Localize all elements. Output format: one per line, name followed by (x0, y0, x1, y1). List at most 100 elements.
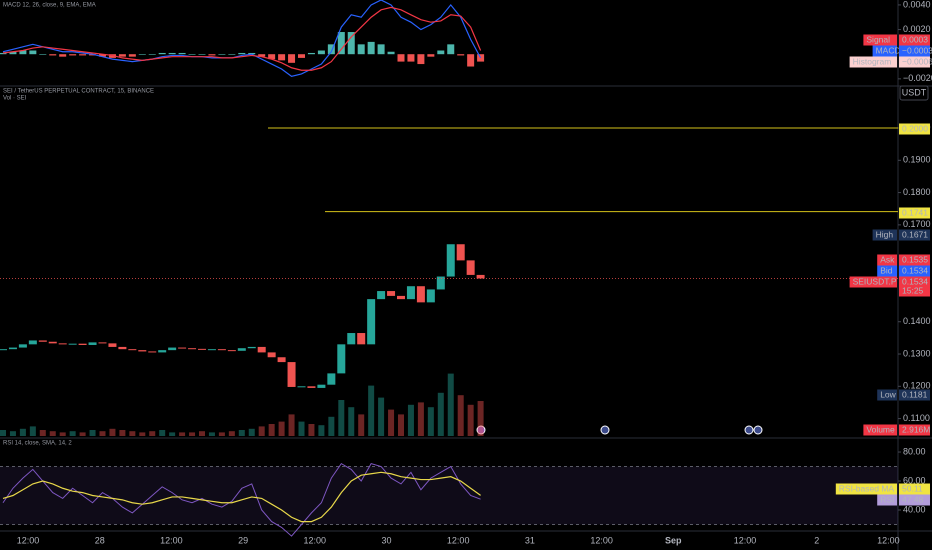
candle-body (406, 286, 415, 300)
y-tick-label: 0.1700 (903, 219, 931, 229)
y-tick-label: 40.00 (903, 504, 926, 514)
tag-name-box (849, 276, 897, 288)
macd-histogram-bar (208, 54, 216, 56)
candle-body (217, 349, 226, 351)
x-tick-label: 12:00 (590, 535, 613, 545)
tag-extra: 15:25 (902, 285, 924, 295)
macd-histogram-bar (228, 54, 236, 55)
tag-name: Signal (866, 34, 890, 44)
x-tick-label: 12:00 (17, 535, 40, 545)
candle-body (367, 299, 376, 345)
macd-histogram-bar (29, 50, 37, 55)
candle-body (108, 343, 117, 347)
volume-bar (218, 432, 225, 436)
volume-title: Vol · SEI (3, 96, 27, 102)
macd-histogram-bar (268, 54, 276, 60)
x-tick-label: 12:00 (160, 535, 183, 545)
candle-body (377, 291, 386, 300)
tag-name: Ask (880, 254, 895, 264)
candle-body (58, 343, 67, 345)
volume-bar (238, 430, 245, 436)
macd-line (2, 0, 482, 78)
tag-value-box (899, 229, 930, 241)
tag-value: 2.916M (902, 424, 930, 434)
y-tick-label: −0.0020 (903, 73, 932, 83)
volume-bar (9, 431, 16, 436)
tag-value: 50.11 (902, 483, 923, 493)
tag-name: MACD (876, 45, 901, 55)
candle-body (416, 286, 425, 303)
macd-histogram-bar (178, 52, 186, 55)
tag-value: 0.1534 (902, 276, 928, 286)
volume-bar (398, 414, 404, 436)
currency-button[interactable] (899, 85, 929, 101)
tag-name: RSI (880, 494, 894, 504)
macd-histogram-bar (407, 54, 415, 62)
volume-bar (407, 404, 414, 436)
tag-name-box (835, 483, 897, 495)
x-tick-label: 28 (95, 535, 105, 545)
tag-name-box (877, 494, 897, 506)
candle-body (188, 348, 197, 350)
tag-name-box (877, 254, 897, 266)
volume-bar (457, 395, 464, 436)
candle-body (88, 342, 97, 345)
macd-histogram-bar (39, 54, 47, 55)
candle-body (18, 344, 27, 348)
volume-bar (467, 404, 474, 436)
event-icon[interactable] (753, 425, 763, 435)
volume-bar (248, 428, 255, 436)
macd-histogram-bar (248, 52, 256, 55)
volume-bar (328, 416, 335, 436)
volume-bar (139, 432, 146, 436)
candle-body (327, 373, 336, 385)
tag-value: 0.1181 (902, 389, 928, 399)
volume-bar (388, 409, 395, 436)
macd-histogram-bar (467, 54, 475, 67)
candle-body (277, 357, 286, 363)
volume-bar (417, 402, 424, 436)
candle-body (68, 343, 77, 345)
tag-value-box (899, 483, 930, 495)
y-tick-label: 0.1800 (903, 187, 931, 197)
volume-bar (69, 431, 76, 436)
macd-histogram-bar (457, 54, 465, 56)
tag-value-box (899, 123, 930, 135)
candle-body (466, 260, 475, 275)
macd-histogram-bar (337, 32, 345, 55)
event-icon[interactable] (600, 425, 610, 435)
candle-body (267, 352, 276, 358)
tag-name: RSI-based MA (839, 483, 895, 493)
signal-line (2, 6, 482, 71)
tag-value: 0.1534 (902, 265, 928, 275)
candle-body (178, 347, 187, 349)
macd-histogram-bar (158, 52, 166, 55)
event-icon[interactable] (476, 425, 486, 435)
tag-value-box (899, 34, 930, 46)
volume-bar (348, 407, 355, 436)
tag-value-box (899, 494, 930, 506)
tag-value: 0.2000 (902, 123, 928, 133)
currency-label[interactable]: USDT (902, 87, 927, 97)
y-tick-label: 0.0020 (903, 24, 931, 34)
ma-line (2, 471, 481, 523)
candle-body (207, 349, 216, 351)
volume-bar (79, 432, 86, 436)
volume-bar (0, 430, 6, 436)
macd-histogram-bar (49, 54, 57, 56)
tag-name-box (863, 34, 897, 46)
macd-histogram-bar (0, 52, 7, 55)
candle-body (317, 384, 326, 388)
macd-histogram-bar (447, 44, 455, 55)
rsi-line (2, 462, 481, 537)
macd-histogram-bar (118, 54, 126, 57)
candle-body (307, 386, 316, 388)
macd-histogram-bar (288, 54, 296, 63)
event-icon[interactable] (744, 425, 754, 435)
volume-bar (447, 373, 454, 436)
tag-name: Volume (866, 424, 895, 434)
volume-bar (258, 426, 265, 436)
candle-body (287, 362, 296, 387)
volume-bar (338, 400, 345, 436)
y-tick-label: 60.00 (903, 475, 926, 485)
